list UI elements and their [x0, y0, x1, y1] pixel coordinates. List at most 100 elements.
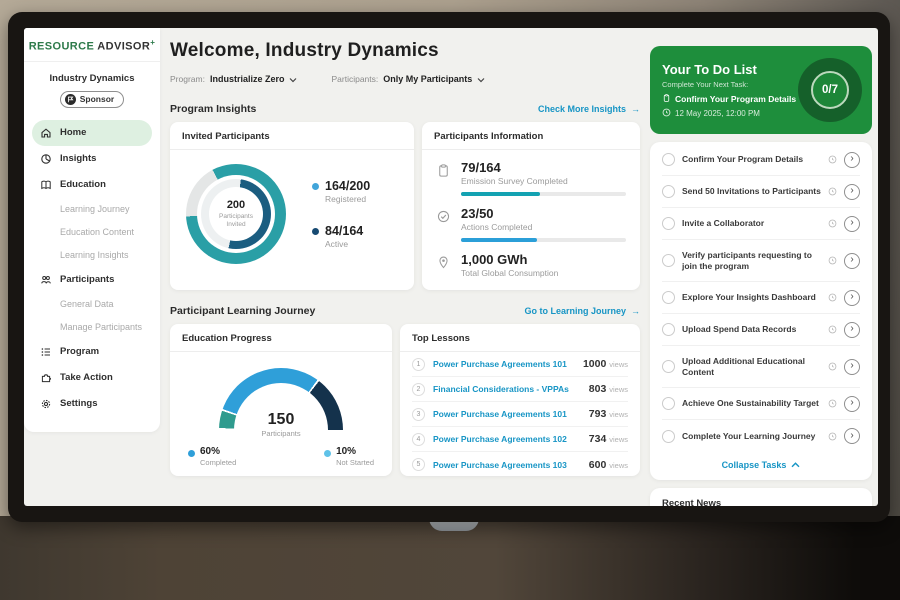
check-more-insights-link[interactable]: Check More Insights →	[537, 104, 640, 114]
education-icon	[40, 179, 52, 191]
task-row-explore-insights[interactable]: Explore Your Insights Dashboard ›	[662, 282, 860, 314]
task-clock-icon	[828, 399, 837, 408]
task-open-button[interactable]: ›	[844, 252, 860, 269]
go-to-learning-journey-link[interactable]: Go to Learning Journey →	[524, 306, 640, 316]
sidebar-item-insights[interactable]: Insights	[32, 146, 152, 172]
task-checkbox[interactable]	[662, 360, 675, 373]
sidebar-item-label: Home	[60, 127, 87, 139]
task-open-button[interactable]: ›	[844, 215, 860, 232]
sidebar-item-learning-journey[interactable]: Learning Journey	[60, 204, 130, 215]
sidebar: RESOURCE ADVISOR+ Industry Dynamics Spon…	[24, 28, 160, 432]
legend-item-active: 84/164 Active	[312, 224, 370, 249]
collapse-tasks-link[interactable]: Collapse Tasks	[662, 452, 860, 478]
sidebar-item-education-content[interactable]: Education Content	[60, 227, 135, 238]
task-row-upload-spend-data[interactable]: Upload Spend Data Records ›	[662, 314, 860, 346]
education-progress-title: Education Progress	[170, 324, 392, 352]
task-open-button[interactable]: ›	[844, 358, 860, 375]
monitor-bezel: RESOURCE ADVISOR+ Industry Dynamics Spon…	[8, 12, 890, 522]
task-checkbox[interactable]	[662, 217, 675, 230]
sponsor-icon	[64, 93, 76, 105]
logo-plus: +	[150, 38, 156, 47]
actions-progressbar	[461, 238, 626, 242]
sidebar-item-program[interactable]: Program	[32, 339, 152, 365]
stat-actions-completed: 23/50 Actions Completed	[422, 196, 640, 242]
task-row-achieve-target[interactable]: Achieve One Sustainability Target ›	[662, 388, 860, 420]
todo-progress-ring: 0/7	[798, 58, 862, 122]
task-checkbox[interactable]	[662, 323, 675, 336]
participants-filter-dropdown[interactable]: Participants: Only My Participants	[331, 70, 485, 88]
task-clock-icon	[828, 293, 837, 302]
chevron-down-icon	[477, 70, 485, 88]
sidebar-item-participants[interactable]: Participants	[32, 267, 152, 293]
lesson-link[interactable]: Power Purchase Agreements 101	[433, 359, 567, 369]
legend-dot	[188, 450, 195, 457]
task-open-button[interactable]: ›	[844, 183, 860, 200]
clock-icon	[662, 108, 671, 119]
legend-dot	[312, 228, 319, 235]
logo-advisor: ADVISOR	[97, 40, 151, 53]
lesson-link[interactable]: Power Purchase Agreements 103	[433, 459, 567, 470]
top-lessons-title: Top Lessons	[400, 324, 640, 352]
program-list-icon	[40, 346, 52, 358]
stat-emission-survey: 79/164 Emission Survey Completed	[422, 150, 640, 196]
todo-subtitle: Complete Your Next Task:	[662, 79, 749, 89]
sidebar-item-manage-participants[interactable]: Manage Participants	[60, 322, 143, 333]
task-row-send-invitations[interactable]: Send 50 Invitations to Participants ›	[662, 176, 860, 208]
sidebar-nav: Home Insights Education Learning Journey…	[24, 119, 160, 417]
logo-resource: RESOURCE	[28, 40, 95, 53]
task-row-invite-collaborator[interactable]: Invite a Collaborator ›	[662, 208, 860, 240]
dashboard-screen: RESOURCE ADVISOR+ Industry Dynamics Spon…	[24, 28, 878, 506]
recent-news-title: Recent News	[650, 488, 872, 506]
arrow-right-icon: →	[631, 104, 640, 114]
task-checkbox[interactable]	[662, 291, 675, 304]
todo-panel: Your To Do List Complete Your Next Task:…	[650, 28, 872, 506]
task-row-confirm-program[interactable]: Confirm Your Program Details ›	[662, 144, 860, 176]
lesson-rank: 3	[412, 407, 425, 421]
home-icon	[40, 127, 52, 139]
task-row-complete-learning-journey[interactable]: Complete Your Learning Journey ›	[662, 420, 860, 452]
task-open-button[interactable]: ›	[844, 395, 860, 412]
sidebar-item-general-data[interactable]: General Data	[60, 299, 114, 310]
program-insights-heading: Program Insights	[170, 103, 257, 115]
task-row-verify-participants[interactable]: Verify participants requesting to join t…	[662, 240, 860, 282]
task-open-button[interactable]: ›	[844, 321, 860, 338]
donut-legend: 164/200 Registered 84/164 Active	[312, 179, 370, 249]
sidebar-item-home[interactable]: Home	[32, 119, 152, 146]
insights-icon	[40, 153, 52, 165]
sidebar-item-take-action[interactable]: Take Action	[32, 365, 152, 391]
sidebar-item-label: Take Action	[60, 372, 113, 384]
sidebar-item-settings[interactable]: Settings	[32, 391, 152, 417]
sidebar-item-education[interactable]: Education	[32, 172, 152, 198]
task-checkbox[interactable]	[662, 429, 675, 443]
task-checkbox[interactable]	[662, 153, 675, 166]
task-checkbox[interactable]	[662, 397, 675, 410]
lesson-rank: 4	[412, 432, 425, 446]
task-checkbox[interactable]	[662, 185, 675, 198]
task-checkbox[interactable]	[662, 254, 675, 267]
task-clock-icon	[828, 362, 837, 371]
task-open-button[interactable]: ›	[844, 289, 860, 306]
lesson-link[interactable]: Financial Considerations - VPPAs	[433, 384, 569, 394]
sidebar-item-learning-insights[interactable]: Learning Insights	[60, 250, 129, 261]
program-filter-dropdown[interactable]: Program: Industrialize Zero	[170, 70, 297, 88]
task-open-button[interactable]: ›	[844, 151, 860, 168]
learning-journey-heading: Participant Learning Journey	[170, 305, 316, 317]
lesson-link[interactable]: Power Purchase Agreements 102	[433, 434, 567, 444]
filter-bar: Program: Industrialize Zero Participants…	[170, 70, 640, 88]
lesson-row: 2 Financial Considerations - VPPAs 803 v…	[412, 377, 628, 402]
lesson-rank: 1	[412, 357, 425, 371]
account-name: Industry Dynamics	[49, 72, 135, 84]
participants-filter-label: Participants:	[331, 74, 379, 84]
location-pin-icon	[436, 255, 451, 270]
recent-news-card: Recent News	[650, 488, 872, 506]
program-filter-label: Program:	[170, 74, 205, 84]
page-title: Welcome, Industry Dynamics	[170, 40, 439, 61]
program-filter-value: Industrialize Zero	[209, 74, 285, 84]
lesson-link[interactable]: Power Purchase Agreements 101	[433, 409, 567, 419]
task-open-button[interactable]: ›	[844, 428, 860, 444]
sidebar-item-label: Program	[60, 346, 100, 358]
arrow-right-icon: →	[631, 306, 640, 316]
todo-title: Your To Do List	[662, 61, 757, 77]
task-row-upload-educational-content[interactable]: Upload Additional Educational Content ›	[662, 346, 860, 388]
gauge-center-value: 150	[267, 411, 295, 428]
